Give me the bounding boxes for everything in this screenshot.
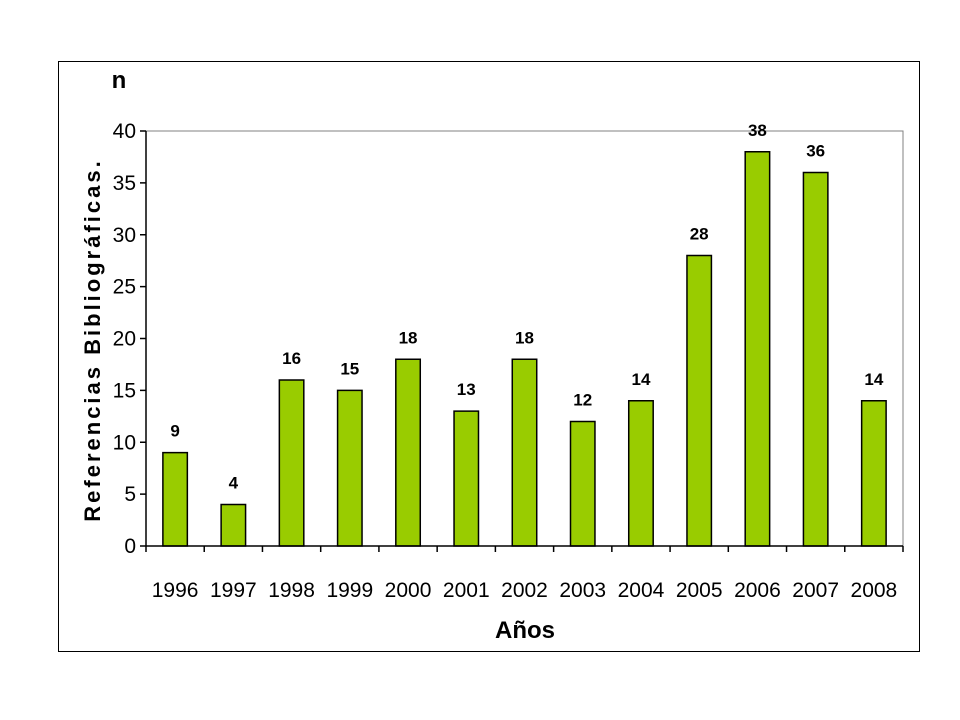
x-tick-label: 2003 — [559, 579, 606, 602]
y-tick-label: 20 — [113, 328, 136, 351]
data-label-2007: 36 — [806, 142, 825, 161]
x-tick-label: 2000 — [385, 579, 432, 602]
bar-2001 — [453, 410, 480, 547]
bar-2000 — [395, 358, 422, 547]
data-label-2008: 14 — [864, 370, 883, 389]
y-tick-label: 0 — [124, 535, 136, 558]
x-tick-label: 2002 — [501, 579, 548, 602]
data-label-2002: 18 — [515, 328, 534, 347]
x-tick-label: 1998 — [268, 579, 315, 602]
bar-2008 — [860, 400, 887, 547]
bar-2006 — [744, 151, 771, 547]
y-tick-label: 10 — [113, 431, 136, 454]
bar-1998 — [278, 379, 305, 547]
x-tick-label: 1997 — [210, 579, 257, 602]
x-axis-title: Años — [495, 617, 555, 644]
data-label-2000: 18 — [399, 328, 418, 347]
data-label-1996: 9 — [170, 422, 179, 441]
y-axis-title: Referencias Bibliográficas. — [80, 158, 105, 521]
data-label-2004: 14 — [632, 370, 651, 389]
bar-1999 — [336, 389, 363, 547]
x-tick-label: 2007 — [792, 579, 839, 602]
y-tick-label: 35 — [113, 172, 136, 195]
y-tick-label: 5 — [124, 483, 136, 506]
data-label-2006: 38 — [748, 121, 767, 140]
x-tick-label: 2001 — [443, 579, 490, 602]
y-tick-label: 25 — [113, 276, 136, 299]
bar-2005 — [686, 254, 713, 547]
chart-frame — [58, 61, 920, 652]
data-label-1998: 16 — [282, 349, 301, 368]
bars-group: 9 4 16 15 18 13 18 12 14 28 38 36 14 — [162, 121, 887, 547]
y-tick-label: 15 — [113, 379, 136, 402]
data-label-2003: 12 — [573, 391, 592, 410]
y-tick-label: 30 — [113, 224, 136, 247]
x-axis: 1996 1997 1998 1999 2000 2001 2002 2003 2004 2005… — [145, 545, 904, 602]
x-tick-label: 2006 — [734, 579, 781, 602]
data-label-2001: 13 — [457, 380, 476, 399]
y-axis: 0 5 10 15 20 25 30 35 40 — [113, 120, 147, 558]
x-tick-label: 1996 — [152, 579, 199, 602]
data-label-1999: 15 — [340, 359, 359, 378]
y-tick-label: 40 — [113, 120, 136, 143]
bar-1997 — [220, 503, 247, 547]
x-tick-label: 1999 — [326, 579, 373, 602]
bar-2003 — [569, 420, 596, 547]
bar-2007 — [802, 171, 829, 547]
y-unit-label: n — [112, 67, 127, 94]
x-tick-label: 2008 — [851, 579, 898, 602]
bar-1996 — [162, 451, 189, 547]
bar-2002 — [511, 358, 538, 547]
data-label-2005: 28 — [690, 225, 709, 244]
data-label-1997: 4 — [229, 474, 239, 493]
bar-2004 — [627, 400, 654, 547]
x-tick-label: 2005 — [676, 579, 723, 602]
x-tick-label: 2004 — [618, 579, 665, 602]
